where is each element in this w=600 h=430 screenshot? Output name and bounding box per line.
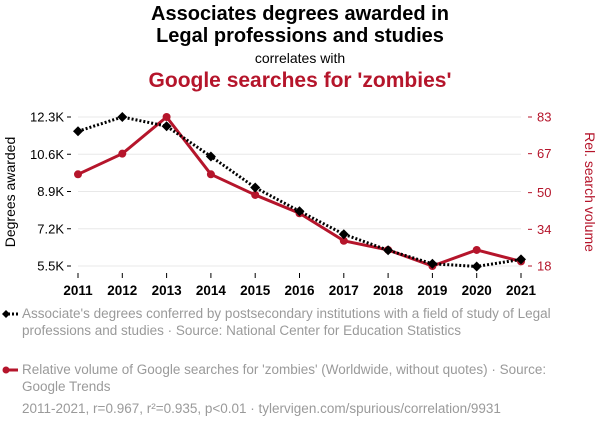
legend-series1-diamond: [2, 310, 10, 318]
series-degrees-point: [205, 151, 216, 162]
series-degrees-point: [73, 126, 83, 137]
right-axis-label: Rel. search volume: [582, 132, 598, 252]
series-zombies-point: [472, 245, 481, 254]
left-axis-label: Degrees awarded: [2, 137, 18, 248]
x-tick-label: 2018: [373, 283, 404, 298]
x-tick-label: 2012: [107, 283, 137, 298]
series-degrees-point: [250, 182, 261, 193]
series-degrees-point: [294, 206, 305, 217]
left-tick-label: 5.5K: [37, 259, 64, 274]
x-tick-label: 2017: [329, 283, 359, 298]
x-tick-label: 2016: [284, 283, 315, 298]
right-tick-label: 34: [537, 222, 551, 237]
series-degrees-point: [383, 245, 394, 256]
series-zombies-point: [118, 149, 127, 158]
footer-stats: 2011-2021, r=0.967, r²=0.935, p<0.01 · t…: [22, 401, 501, 416]
x-tick-label: 2020: [462, 283, 492, 298]
left-axis-ticks: 5.5K 7.2K 8.9K 10.6K 12.3K: [30, 110, 71, 274]
series-zombies-point: [206, 170, 215, 179]
series-zombies-point: [162, 113, 171, 121]
legend-series1-text: Associate's degrees conferred by postsec…: [22, 306, 551, 338]
series-zombies-point: [251, 190, 260, 199]
legend-markers: [2, 310, 18, 374]
series-degrees-point: [338, 229, 349, 240]
left-tick-label: 8.9K: [37, 184, 64, 199]
chart-title-line2: Legal professions and studies: [156, 25, 444, 47]
x-axis-ticks: 2011 2012 2013 2014 2015 2016 2017 2018 2019 2020…: [63, 273, 537, 298]
legend-series2-text: Relative volume of Google searches for '…: [22, 362, 547, 394]
series-degrees-point: [516, 254, 526, 265]
legend-series2-circle: [2, 366, 10, 374]
x-tick-label: 2019: [417, 283, 447, 298]
right-tick-label: 50: [537, 185, 551, 200]
right-axis-ticks: 18 34 50 67 83: [528, 110, 551, 274]
left-tick-label: 7.2K: [37, 221, 64, 236]
gridlines: [78, 116, 521, 267]
right-tick-label: 67: [537, 146, 551, 161]
series-degrees-point: [161, 121, 172, 132]
series-zombies-point: [74, 170, 82, 179]
right-tick-label: 18: [537, 259, 551, 274]
chart-title-line3: Google searches for 'zombies': [148, 69, 452, 92]
series-zombies-point: [339, 236, 348, 245]
x-tick-label: 2015: [240, 283, 271, 298]
correlates-with-label: correlates with: [254, 50, 346, 66]
series-degrees-point: [117, 112, 128, 122]
x-tick-label: 2014: [196, 283, 227, 298]
series-degrees-point: [471, 261, 482, 272]
x-tick-label: 2021: [506, 283, 537, 298]
series-degrees-point: [427, 258, 438, 269]
x-tick-label: 2013: [152, 283, 183, 298]
left-tick-label: 10.6K: [30, 147, 64, 162]
series-legal-degrees: [73, 112, 526, 272]
x-tick-label: 2011: [63, 283, 93, 298]
right-tick-label: 83: [537, 110, 551, 125]
left-tick-label: 12.3K: [30, 110, 64, 125]
chart-title-line1: Associates degrees awarded in: [151, 3, 449, 25]
